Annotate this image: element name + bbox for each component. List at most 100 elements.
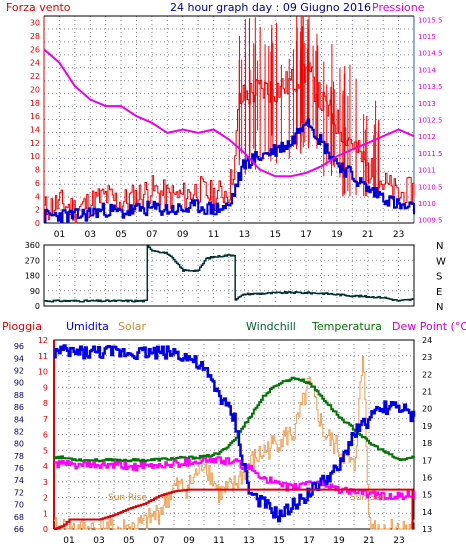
wind-y-tick-label: 8 [35, 166, 40, 175]
direction-y-tick-label: 180 [25, 272, 40, 281]
humidity-y-tick-label: 66 [14, 525, 24, 534]
pressure-y-tick-label: 1015.5 [418, 16, 443, 24]
wind-y-tick-label: 12 [30, 139, 40, 148]
direction-compass-label: N [436, 241, 443, 252]
rain-y-tick-label: 10 [38, 368, 48, 377]
humidity-y-tick-label: 74 [14, 476, 24, 485]
wind-x-tick-label: 13 [239, 230, 250, 240]
dewpoint-axis-label: Dew Point (°C) [392, 320, 466, 333]
pressure-y-tick-label: 1013 [418, 100, 436, 108]
temperature-axis-label: Temperatura [311, 320, 382, 333]
wind-x-tick-label: 09 [177, 230, 189, 240]
humidity-y-tick-label: 96 [14, 342, 24, 351]
windchill-axis-label: Windchill [246, 320, 296, 333]
temp-y-tick-label: 16 [422, 473, 432, 482]
humidity-y-tick-label: 70 [14, 501, 24, 510]
wind-speed-series [44, 59, 415, 224]
temp-x-tick-label: 23 [393, 536, 404, 546]
humidity-y-tick-label: 76 [14, 464, 24, 473]
rain-y-tick-label: 8 [43, 399, 48, 408]
rain-y-tick-label: 7 [43, 415, 48, 424]
wind-x-tick-label: 23 [393, 230, 404, 240]
rain-y-tick-label: 0 [43, 525, 48, 534]
wind-y-tick-label: 0 [35, 219, 40, 228]
temp-y-tick-label: 17 [422, 456, 432, 465]
humidity-y-tick-label: 84 [14, 415, 24, 424]
wind-y-tick-label: 10 [30, 152, 40, 161]
wind-x-tick-label: 19 [331, 230, 343, 240]
wind-y-tick-label: 4 [35, 192, 40, 201]
wind-y-tick-label: 18 [30, 99, 40, 108]
direction-compass-label: E [436, 287, 442, 298]
pressure-y-tick-label: 1013.5 [418, 83, 443, 91]
humidity-y-tick-label: 94 [14, 354, 24, 363]
sunset-annotation: Sun Set [350, 493, 385, 503]
direction-y-tick-label: 270 [25, 256, 40, 265]
wind-y-tick-label: 30 [30, 19, 40, 28]
temp-y-tick-label: 15 [422, 491, 432, 500]
temp-y-tick-label: 23 [422, 353, 432, 362]
wind-x-tick-label: 07 [146, 230, 157, 240]
temp-y-tick-label: 18 [422, 439, 432, 448]
wind-y-tick-label: 16 [30, 112, 40, 121]
sunrise-annotation: Sun Rise [108, 493, 147, 503]
wind-x-tick-label: 15 [270, 230, 281, 240]
wind-x-tick-label: 11 [208, 230, 219, 240]
avg-wind-series [44, 118, 415, 224]
wind-axis-label: Forza vento [6, 1, 71, 14]
rain-y-tick-label: 12 [38, 336, 48, 345]
rain-y-tick-label: 4 [43, 462, 48, 471]
rain-y-tick-label: 9 [43, 383, 48, 392]
temp-x-tick-label: 17 [303, 536, 314, 546]
wind-x-tick-label: 05 [115, 230, 126, 240]
humidity-y-tick-label: 82 [14, 427, 24, 436]
temp-x-tick-label: 03 [93, 536, 104, 546]
wind-y-tick-label: 28 [30, 32, 40, 41]
temp-x-tick-label: 21 [363, 536, 374, 546]
pressure-y-tick-label: 1012 [418, 133, 436, 141]
wind-x-tick-label: 01 [54, 230, 65, 240]
direction-compass-label: N [436, 302, 443, 313]
humidity-y-tick-label: 78 [14, 452, 24, 461]
rain-axis-label: Pioggia [2, 320, 42, 333]
humidity-y-tick-label: 68 [14, 513, 24, 522]
temp-x-tick-label: 11 [213, 536, 224, 546]
rain-series [54, 488, 414, 530]
direction-compass-label: W [436, 256, 446, 267]
wind-y-tick-label: 20 [30, 85, 40, 94]
wind-y-tick-label: 24 [30, 59, 40, 68]
pressure-y-tick-label: 1014 [418, 66, 436, 74]
pressure-y-tick-label: 1010 [418, 200, 436, 208]
temperature-humidity-panel: 0123456789101112666870727476788082848688… [14, 336, 432, 546]
temp-x-tick-label: 13 [243, 536, 254, 546]
wind-x-tick-label: 21 [362, 230, 373, 240]
wind-y-tick-label: 14 [30, 126, 40, 135]
temp-y-tick-label: 20 [422, 405, 432, 414]
solar-axis-label: Solar [118, 320, 147, 333]
humidity-y-tick-label: 88 [14, 391, 24, 400]
humidity-y-tick-label: 90 [14, 379, 24, 388]
wind-x-tick-label: 03 [85, 230, 96, 240]
pressure-y-tick-label: 1010.5 [418, 183, 443, 191]
temp-x-tick-label: 09 [183, 536, 195, 546]
rain-y-tick-label: 3 [43, 478, 48, 487]
rain-y-tick-label: 2 [43, 494, 48, 503]
pressure-y-tick-label: 1011 [418, 167, 436, 175]
temp-y-tick-label: 14 [422, 508, 432, 517]
humidity-y-tick-label: 86 [14, 403, 24, 412]
temp-y-tick-label: 13 [422, 525, 432, 534]
graph-title: 24 hour graph day : 09 Giugno 2016 [170, 1, 371, 14]
rain-y-tick-label: 6 [43, 431, 48, 440]
pressure-y-tick-label: 1014.5 [418, 50, 443, 58]
temperature-series [54, 376, 415, 463]
direction-compass-label: S [436, 272, 442, 283]
direction-y-tick-label: 360 [25, 241, 40, 250]
pressure-y-tick-label: 1009.5 [418, 217, 443, 225]
temp-x-tick-label: 05 [123, 536, 134, 546]
rain-y-tick-label: 11 [38, 352, 48, 361]
temp-x-tick-label: 01 [63, 536, 74, 546]
temp-y-tick-label: 19 [422, 422, 432, 431]
wind-y-tick-label: 22 [30, 72, 40, 81]
